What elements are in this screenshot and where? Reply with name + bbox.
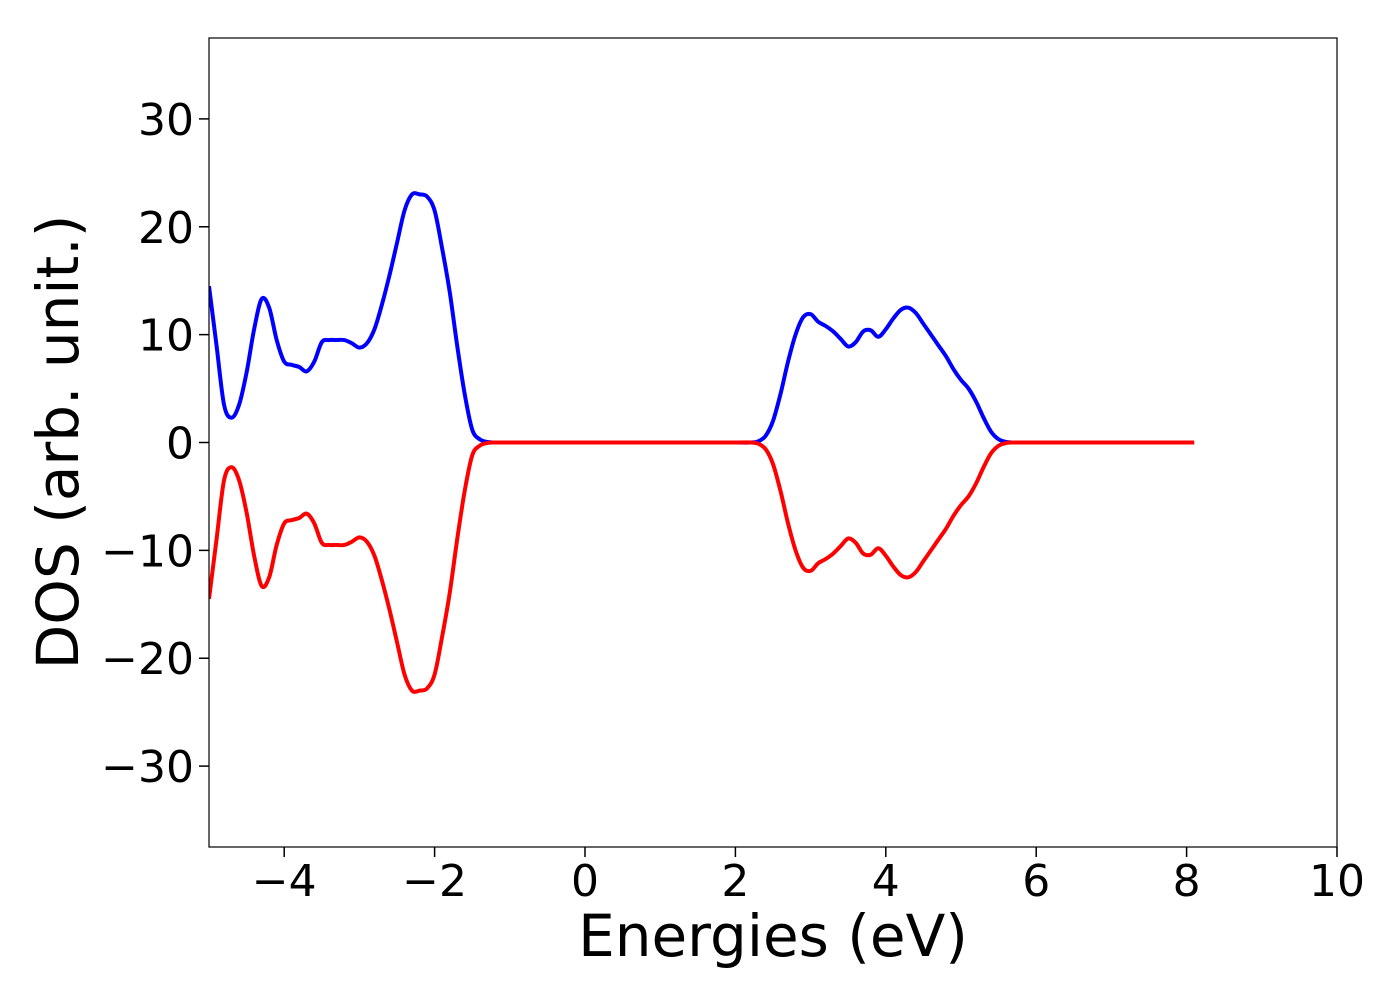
x-tick-label: 2 — [721, 856, 749, 907]
x-tick-label: 4 — [872, 856, 900, 907]
dos-series-line-2 — [209, 440, 1195, 694]
y-tick-label: 10 — [138, 311, 194, 362]
y-axis-ticks: 30 20 10 0 −10 −20 −30 — [101, 95, 209, 793]
x-tick-label: 8 — [1173, 856, 1201, 907]
dos-series-line-1 — [209, 191, 1195, 445]
y-axis-label: DOS (arb. unit.) — [24, 215, 92, 670]
x-tick-label: 0 — [571, 856, 599, 907]
x-tick-label: −4 — [252, 856, 317, 907]
y-tick-label: −20 — [101, 634, 194, 685]
y-tick-label: 0 — [166, 419, 194, 470]
y-tick-label: −30 — [101, 742, 194, 793]
y-tick-label: 20 — [138, 203, 194, 254]
y-tick-label: −10 — [101, 526, 194, 577]
x-tick-label: 10 — [1309, 856, 1365, 907]
y-tick-label: 30 — [138, 95, 194, 146]
series-layer — [209, 191, 1195, 694]
x-tick-label: −2 — [402, 856, 467, 907]
x-axis-label: Energies (eV) — [578, 902, 968, 970]
x-tick-label: 6 — [1022, 856, 1050, 907]
x-axis-ticks: −4 −2 0 2 4 6 8 10 — [252, 847, 1365, 907]
